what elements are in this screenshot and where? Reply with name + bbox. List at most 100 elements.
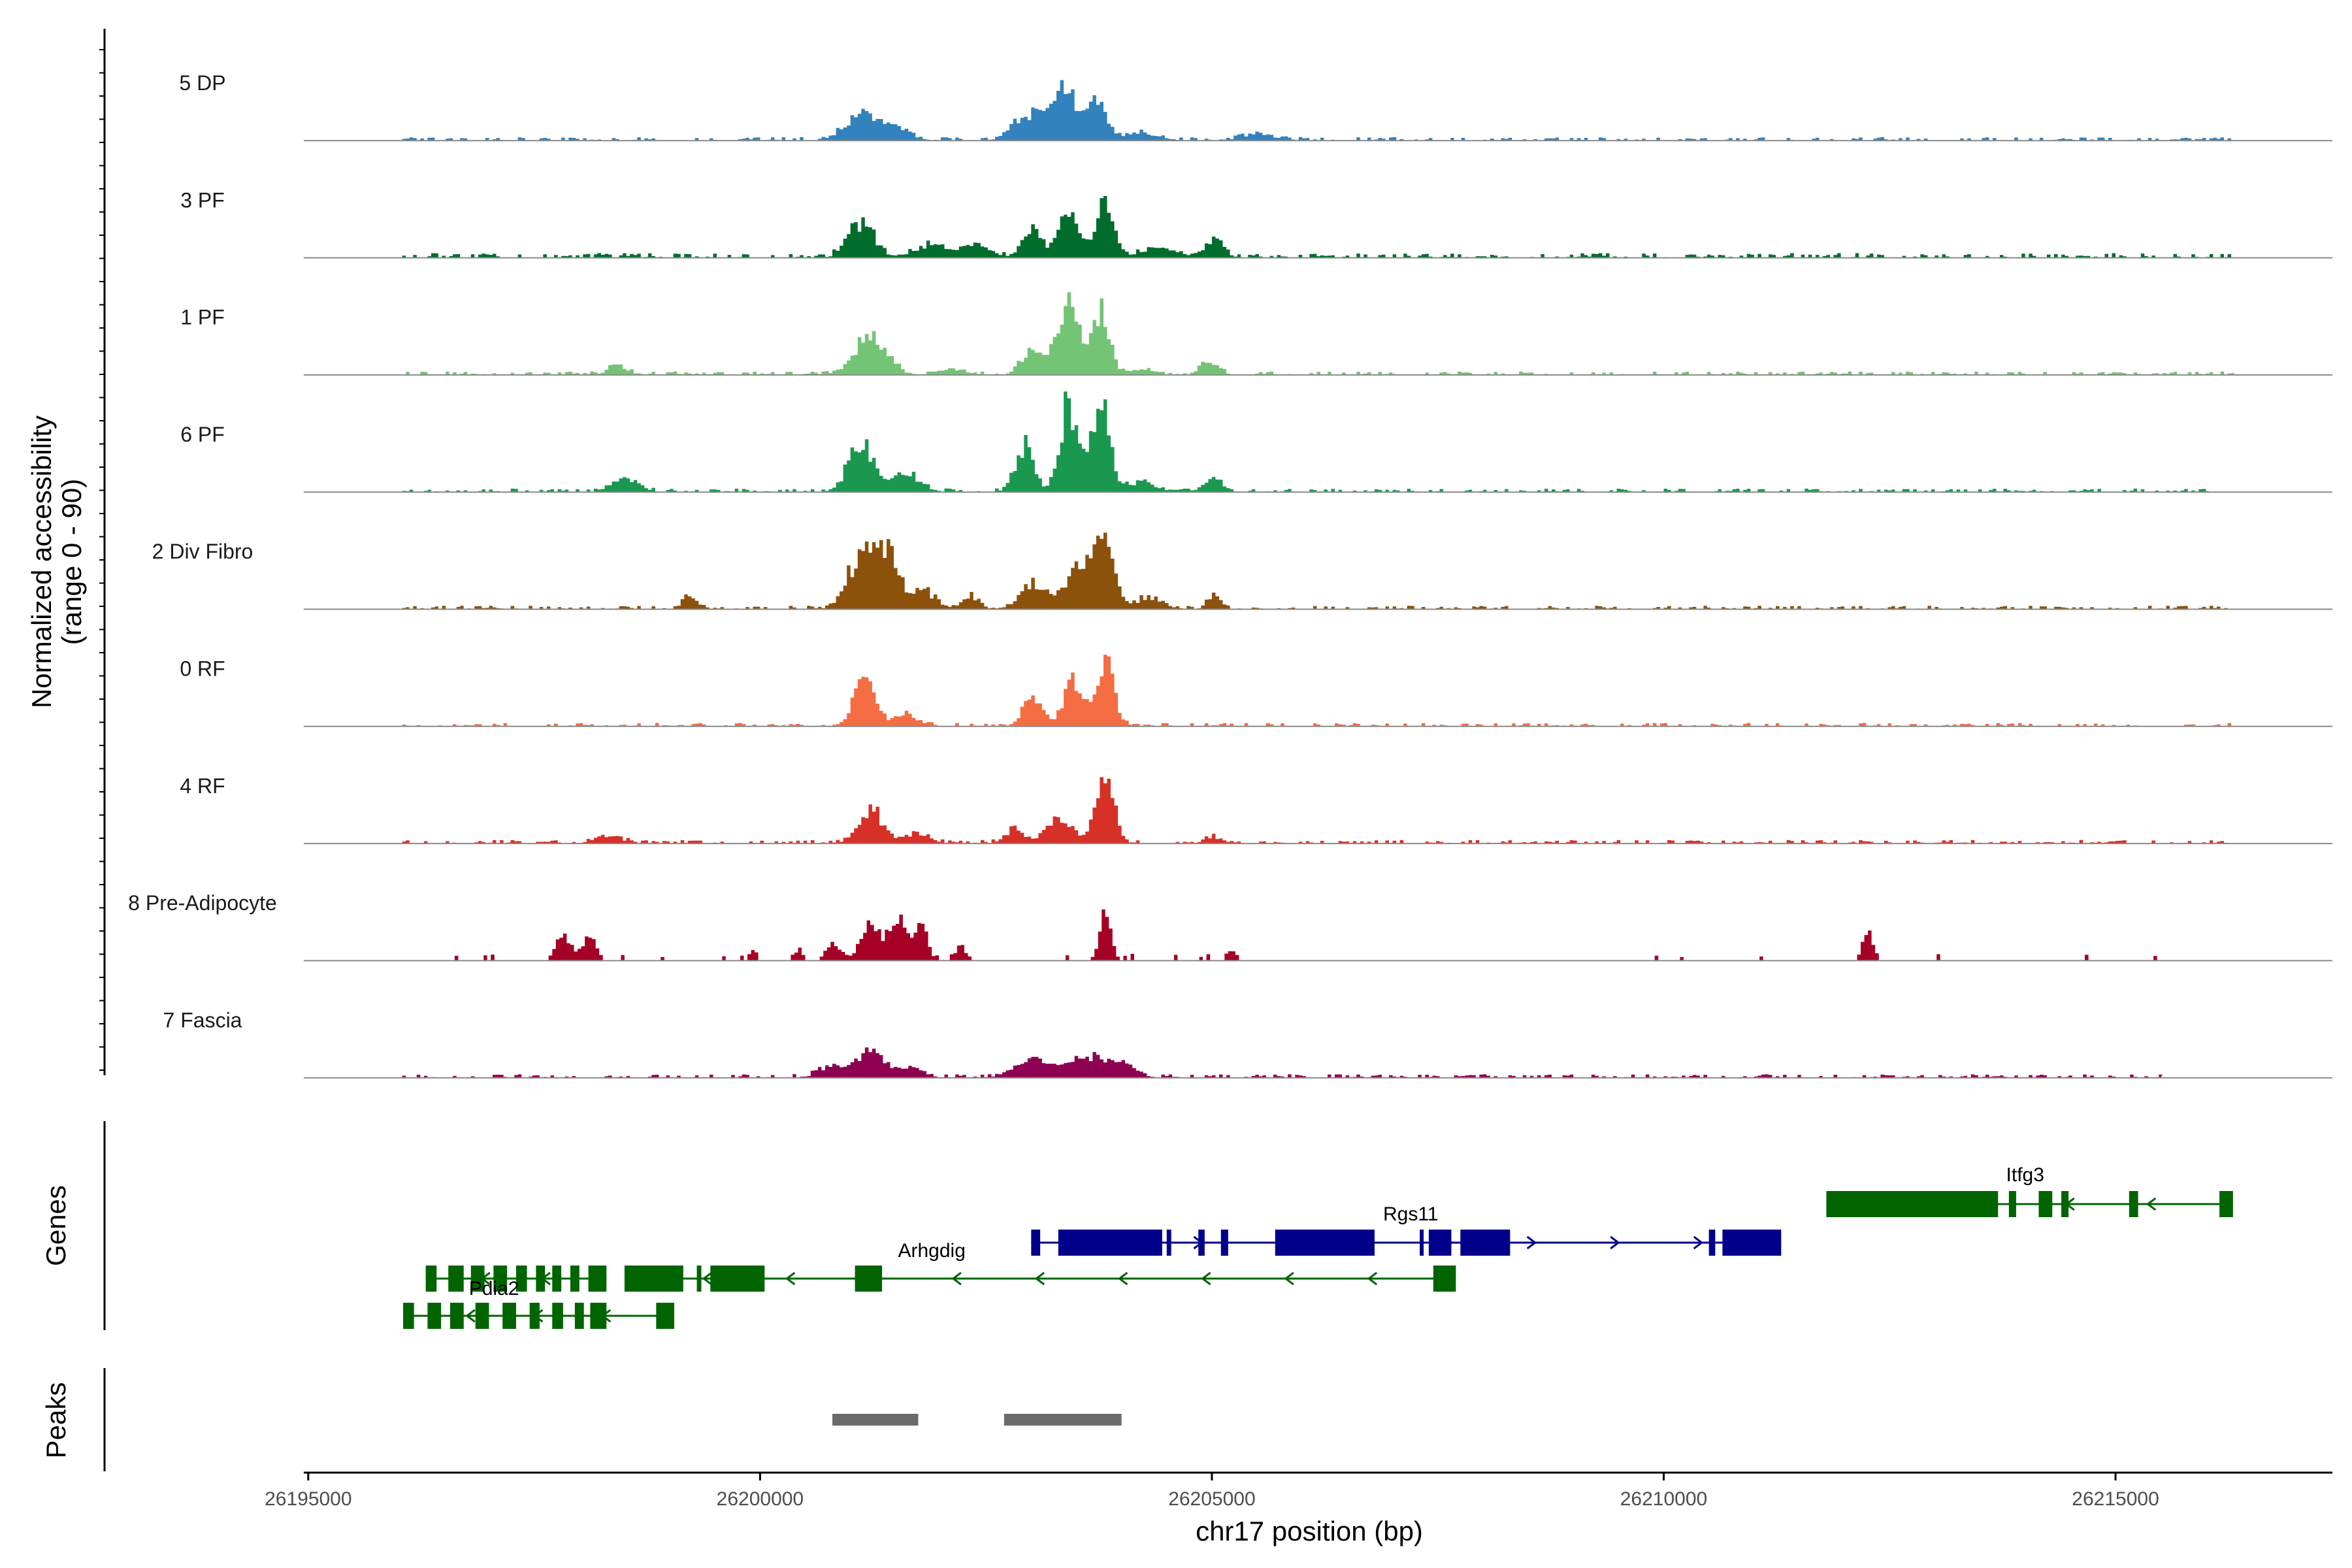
gene-model: Pdia2 — [425, 1266, 607, 1299]
coverage-track — [303, 80, 2332, 142]
track-label: 3 PF — [180, 188, 225, 212]
strand-arrow-icon — [1610, 1235, 1620, 1250]
gene-exon — [1275, 1230, 1375, 1256]
track-label: 1 PF — [180, 306, 225, 329]
strand-arrow-icon — [951, 1271, 962, 1286]
track-label: 0 RF — [180, 657, 225, 681]
x-tick-label: 26210000 — [1620, 1488, 1707, 1510]
gene-exon — [624, 1266, 683, 1292]
strand-arrow-icon — [1367, 1271, 1378, 1286]
gene-exon — [1058, 1230, 1162, 1256]
coverage-tracks — [303, 80, 2332, 1079]
gene-exon — [570, 1266, 580, 1292]
gene-exon — [449, 1303, 464, 1329]
x-tick-label: 26205000 — [1168, 1488, 1255, 1510]
gene-exon — [1722, 1230, 1782, 1256]
track-label: 7 Fascia — [163, 1008, 242, 1032]
strand-arrow-icon — [1034, 1271, 1045, 1286]
track-labels: 5 DP 3 PF 1 PF 6 PF 2 Div Fibro 0 RF 4 RF 8 Pre… — [128, 71, 277, 1032]
gene-label: Pdia2 — [469, 1278, 519, 1299]
strand-arrow-icon — [2146, 1197, 2157, 1211]
gene-exon — [574, 1303, 584, 1329]
coverage-area — [399, 777, 2235, 844]
gene-exon — [2061, 1191, 2069, 1217]
gene-exon — [2129, 1191, 2138, 1217]
coverage-track — [303, 391, 2332, 493]
strand-arrow-icon — [1526, 1235, 1537, 1250]
coverage-area — [399, 655, 2235, 727]
peaks-track — [832, 1414, 1122, 1426]
gene-exon — [710, 1266, 765, 1292]
strand-arrow-icon — [702, 1271, 713, 1286]
track-label: 5 DP — [179, 71, 225, 95]
peaks-track-title: Peaks — [41, 1382, 71, 1459]
gene-exon — [552, 1303, 563, 1329]
strand-arrow-icon — [1693, 1235, 1704, 1250]
gene-exon — [425, 1266, 437, 1292]
gene-exon — [1220, 1230, 1228, 1256]
gene-exon — [515, 1266, 527, 1292]
coverage-track — [303, 909, 2332, 962]
y-axis-title: Normalized accessibility — [26, 416, 57, 708]
gene-exon — [588, 1266, 607, 1292]
coverage-track — [303, 655, 2332, 727]
gene-label: Arhgdig — [898, 1240, 965, 1262]
coverage-track — [303, 1047, 2332, 1079]
track-label: 6 PF — [180, 423, 225, 446]
strand-arrow-icon — [465, 1309, 476, 1323]
gene-exon — [448, 1266, 464, 1292]
peak-region — [1004, 1414, 1122, 1426]
gene-exon — [2008, 1191, 2016, 1217]
gene-label: Itfg3 — [2006, 1164, 2044, 1186]
gene-exon — [696, 1266, 702, 1292]
gene-exon — [1460, 1230, 1511, 1256]
track-label: 8 Pre-Adipocyte — [128, 891, 277, 915]
x-axis-title: chr17 position (bp) — [1196, 1516, 1423, 1546]
gene-exon — [1031, 1230, 1041, 1256]
x-tick-label: 26215000 — [2072, 1488, 2159, 1510]
gene-exon — [590, 1303, 607, 1329]
coverage-track — [303, 532, 2332, 610]
gene-exon — [502, 1303, 516, 1329]
strand-arrow-icon — [785, 1271, 796, 1286]
strand-arrow-icon — [1284, 1271, 1294, 1286]
coverage-area — [399, 532, 2235, 610]
gene-exon — [1826, 1191, 1999, 1217]
x-axis-ticks: 26195000 26200000 26205000 26210000 26215000 — [265, 1473, 2159, 1510]
gene-exon — [427, 1303, 442, 1329]
gene-exon — [656, 1303, 674, 1329]
coverage-track — [303, 196, 2332, 259]
gene-label: Rgs11 — [1383, 1203, 1439, 1225]
gene-exon — [855, 1266, 883, 1292]
gene-exon — [2038, 1191, 2053, 1217]
coverage-area — [399, 1047, 2163, 1078]
y-axis-title-range: (range 0 - 90) — [56, 479, 87, 645]
track-label: 4 RF — [180, 774, 225, 798]
gene-exon — [1166, 1230, 1171, 1256]
coverage-area — [399, 391, 2210, 493]
gene-model — [403, 1303, 674, 1329]
gene-model: Arhgdig — [624, 1240, 1456, 1292]
strand-arrow-icon — [1117, 1271, 1128, 1286]
y-axis-ticks — [99, 49, 105, 1071]
gene-exon — [1198, 1230, 1205, 1256]
gene-exon — [493, 1266, 508, 1292]
genes-track-title: Genes — [41, 1185, 71, 1266]
gene-exon — [529, 1303, 540, 1329]
coverage-area — [399, 80, 2235, 141]
coverage-track — [303, 777, 2332, 845]
gene-exon — [470, 1266, 485, 1292]
peak-region — [832, 1414, 919, 1426]
gene-exon — [1420, 1230, 1424, 1256]
coverage-area — [399, 292, 2235, 375]
genes-track: Pdia2 Arhgdig Rgs11 Itfg3 — [403, 1164, 2233, 1329]
gene-exon — [552, 1266, 562, 1292]
gene-model: Rgs11 — [1031, 1203, 1782, 1256]
gene-exon — [2219, 1191, 2233, 1217]
coverage-area — [444, 909, 2164, 961]
axes: 26195000 26200000 26205000 26210000 26215000 — [99, 29, 2332, 1510]
gene-model: Itfg3 — [1826, 1164, 2233, 1217]
gene-exon — [1433, 1266, 1456, 1292]
